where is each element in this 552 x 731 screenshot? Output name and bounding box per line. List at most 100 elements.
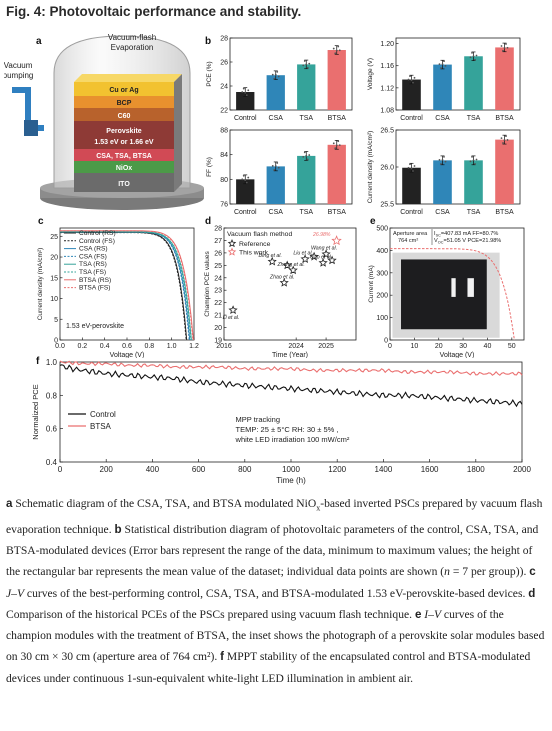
y-tick-label: 1.20 — [380, 41, 394, 48]
y-tick-label: 26.5 — [380, 128, 394, 135]
y-tick-label: 26.0 — [380, 165, 394, 172]
y-tick-label: 0.6 — [46, 425, 58, 434]
bar-control — [402, 79, 421, 110]
data-point — [471, 51, 473, 54]
y-tick-label: 26 — [214, 250, 222, 257]
panel-letter-f: f — [36, 356, 40, 367]
bar-tsa — [464, 160, 483, 204]
x-tick-label: CSA — [435, 209, 450, 216]
legend-label: Control (FS) — [79, 238, 115, 245]
reference-point — [267, 256, 277, 266]
bar-csa — [433, 64, 452, 110]
data-point — [475, 158, 478, 161]
data-point — [306, 66, 309, 69]
layer-ito — [74, 173, 174, 192]
data-point — [444, 160, 447, 163]
bar-control — [236, 92, 255, 110]
bar-tsa — [297, 155, 316, 204]
caption-b-text: Statistical distribution diagram of phot… — [6, 522, 539, 579]
pump-valve — [24, 120, 38, 136]
data-point — [440, 67, 442, 69]
legend-label: CSA (FS) — [79, 253, 107, 260]
panel-letter-e: e — [370, 216, 376, 227]
data-point — [412, 81, 414, 84]
annotation-voc: VOC=51.05 V PCE=21.98% — [434, 238, 501, 244]
x-tick-label: TSA — [467, 115, 481, 122]
x-tick-label: BTSA — [328, 115, 347, 122]
data-point — [273, 77, 276, 80]
data-point — [441, 63, 444, 66]
data-point — [443, 60, 445, 63]
data-point — [242, 174, 245, 177]
layer-label-c60: C60 — [118, 113, 131, 120]
point-label: Wang et al. — [311, 246, 337, 252]
data-point — [506, 139, 509, 141]
data-point — [440, 162, 442, 165]
x-tick-label: 1.0 — [167, 343, 177, 350]
data-point — [413, 165, 416, 167]
data-point — [305, 63, 308, 66]
data-point — [412, 170, 414, 172]
plot-frame — [229, 37, 353, 111]
legend-label: TSA (FS) — [79, 269, 106, 276]
y-tick-label: 28 — [220, 36, 228, 43]
data-point — [305, 154, 308, 157]
data-point — [302, 155, 305, 158]
caption-letter-c: c — [529, 565, 536, 579]
x-tick-label: 1600 — [421, 465, 439, 474]
legend-label: This work — [239, 250, 269, 257]
data-point — [277, 75, 280, 78]
legend-label: TSA (RS) — [79, 261, 107, 268]
caption-b-n: n — [444, 565, 450, 579]
data-point — [409, 163, 411, 166]
x-tick-label: 1400 — [375, 465, 393, 474]
pump-label-1: Vacuum — [4, 61, 33, 70]
chart-pce-bar: 22 24 26 28 Control CSA TSA BTSA PCE (%) — [206, 36, 353, 122]
x-axis-label: Time (Year) — [272, 352, 308, 358]
data-point — [302, 64, 305, 67]
plot-frame — [59, 361, 523, 463]
device-layer-stack — [74, 74, 182, 192]
layer-niox — [74, 161, 174, 173]
legend-label: Control — [90, 410, 116, 419]
x-tick-label: 0.8 — [144, 343, 154, 350]
legend-label: Reference — [239, 241, 271, 248]
data-point — [271, 73, 274, 76]
data-point — [303, 60, 306, 62]
reference-point — [318, 257, 328, 267]
data-point — [505, 43, 507, 45]
data-point — [245, 181, 248, 184]
caption-a-text-1: Schematic diagram of the CSA, TSA, and B… — [12, 497, 317, 510]
bar-btsa — [495, 139, 514, 204]
x-tick-label: TSA — [299, 115, 313, 122]
annotation-line: MPP tracking — [236, 415, 280, 424]
x-tick-label: 200 — [100, 465, 114, 474]
legend-label: CSA (RS) — [79, 246, 108, 253]
y-tick-label: 19 — [214, 338, 222, 345]
legend-label: Control (RS) — [79, 230, 116, 237]
x-tick-label: BTSA — [495, 209, 514, 216]
data-point — [444, 64, 447, 67]
caption-letter-f: f — [220, 650, 224, 664]
reference-point — [300, 254, 310, 264]
annotation-aperture: Aperture area — [393, 231, 428, 237]
bar-control — [236, 179, 255, 204]
annotation-isc-symbol: I — [434, 231, 436, 237]
data-point — [471, 155, 473, 158]
y-tick-label: 200 — [376, 293, 388, 300]
reference-point — [228, 305, 238, 315]
data-point — [242, 87, 245, 90]
y-axis-label: Current density (mA/cm²) — [367, 131, 374, 204]
caption-b-text-2: = 7 per group)). — [449, 565, 530, 579]
caption-e-iv: I–V — [421, 607, 442, 621]
jv-curve — [60, 231, 192, 341]
data-point — [244, 91, 247, 94]
layer-bcp — [74, 96, 174, 108]
reference-point — [288, 265, 298, 275]
annotation-voc-sub: OC — [438, 240, 444, 244]
data-point — [337, 45, 340, 48]
bar-csa — [433, 160, 452, 204]
bar-tsa — [297, 64, 316, 110]
bar-btsa — [327, 144, 346, 204]
y-tick-label: 0 — [384, 338, 388, 345]
